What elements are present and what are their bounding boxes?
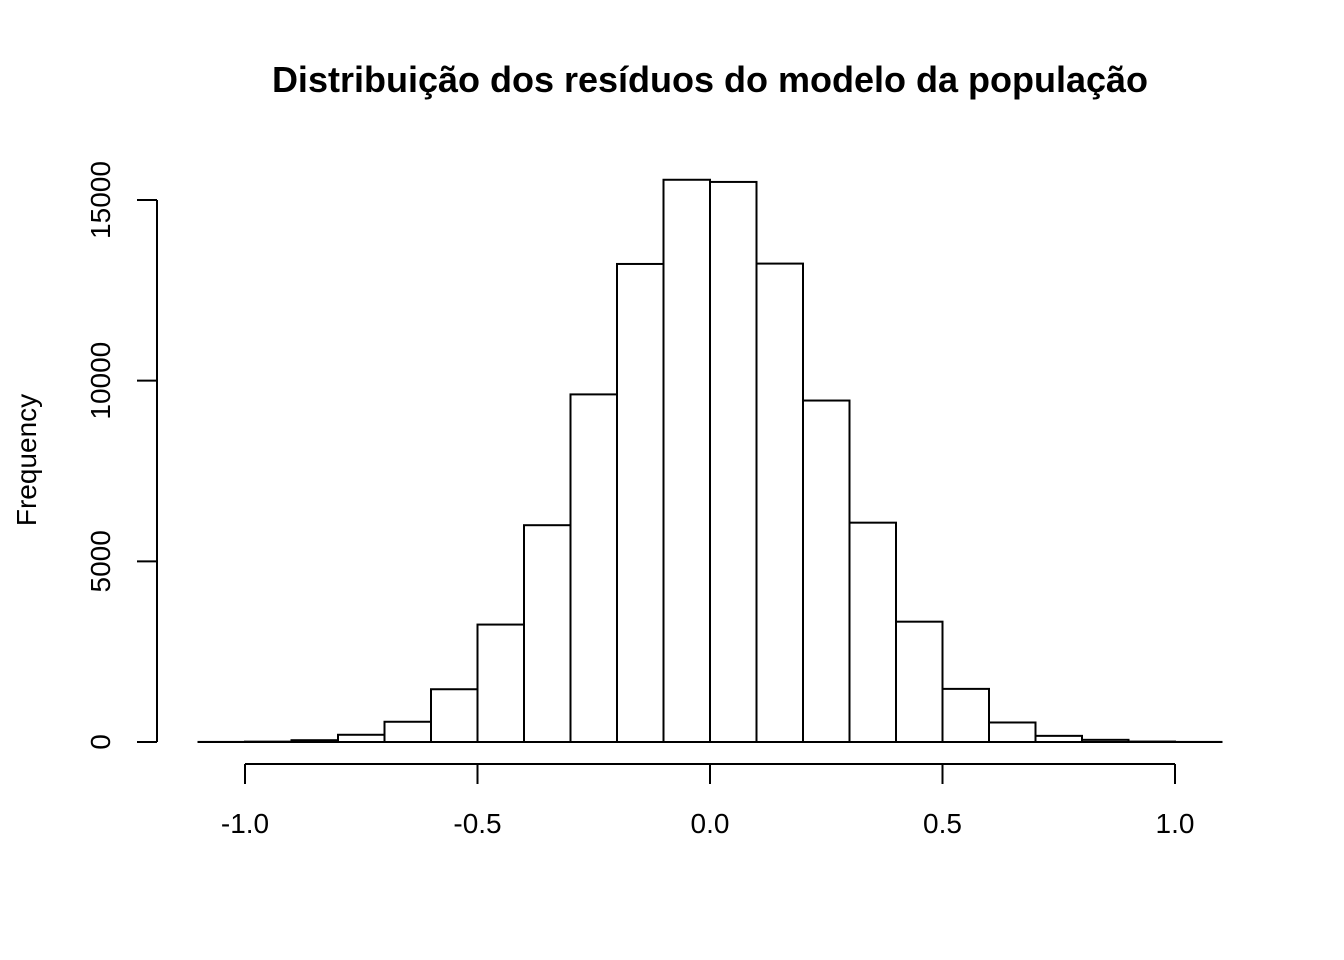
- histogram-bar: [755, 262, 804, 743]
- histogram-bar: [941, 687, 990, 743]
- histogram-bar: [848, 521, 897, 743]
- y-tick-label: 10000: [85, 342, 116, 420]
- histogram-bar: [709, 180, 758, 743]
- bars-group: [197, 178, 1223, 744]
- chart-title: Distribuição dos resíduos do modelo da p…: [272, 59, 1148, 100]
- histogram-bar: [802, 399, 851, 743]
- histogram-bar: [616, 262, 665, 743]
- y-axis-label: Frequency: [11, 394, 42, 526]
- x-tick-label: 0.5: [923, 808, 962, 839]
- histogram-bar: [523, 524, 572, 744]
- histogram-bar: [569, 393, 618, 743]
- x-tick-label: -0.5: [453, 808, 501, 839]
- x-tick-label: -1.0: [221, 808, 269, 839]
- histogram-bar: [895, 620, 944, 744]
- x-axis: -1.0 -0.5 0.0 0.5 1.0: [221, 763, 1195, 839]
- y-axis: 0 5000 10000 15000: [85, 161, 158, 750]
- histogram-bar: [383, 720, 432, 743]
- histogram-bar: [337, 733, 386, 743]
- y-tick-label: 15000: [85, 161, 116, 239]
- histogram-bar: [662, 178, 711, 744]
- histogram-bar: [430, 688, 479, 744]
- histogram-bar: [988, 721, 1037, 743]
- histogram-bar: [476, 623, 525, 743]
- y-tick-label: 0: [85, 734, 116, 750]
- x-tick-label: 0.0: [691, 808, 730, 839]
- x-tick-label: 1.0: [1156, 808, 1195, 839]
- y-tick-label: 5000: [85, 530, 116, 592]
